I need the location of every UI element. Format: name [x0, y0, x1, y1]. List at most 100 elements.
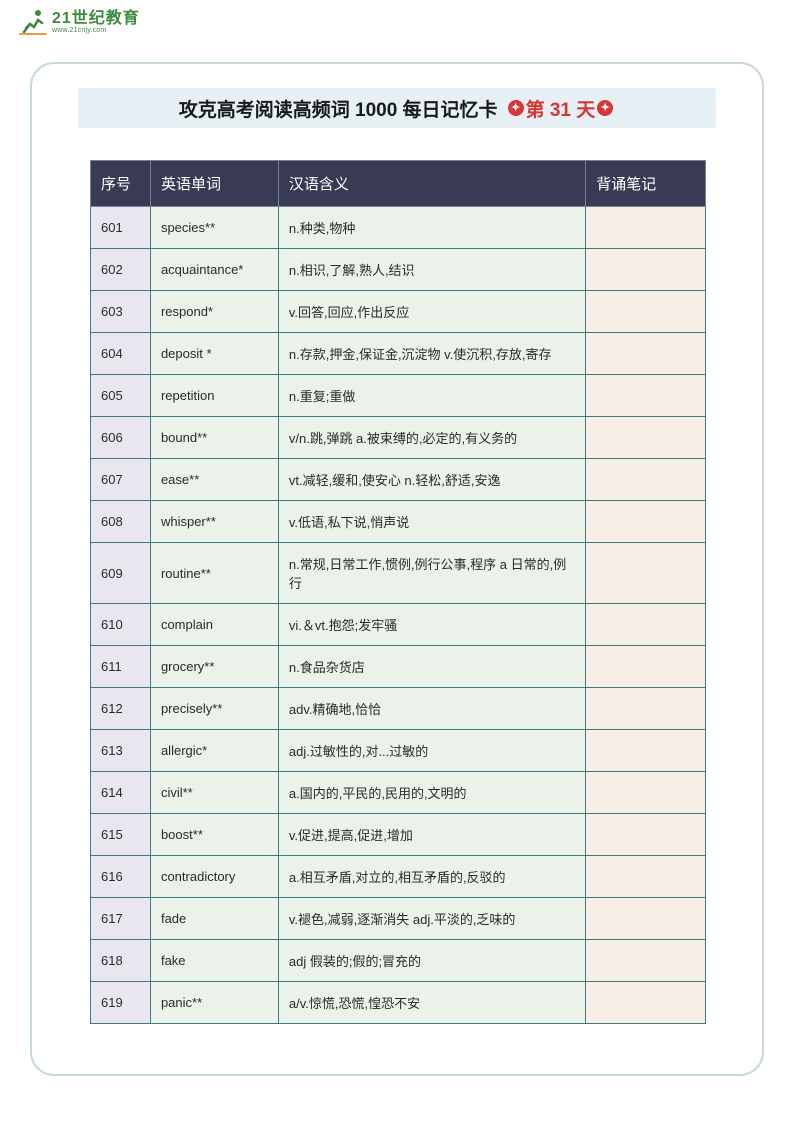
cell-num: 615	[91, 814, 151, 856]
cell-meaning: adj 假装的;假的;冒充的	[278, 940, 585, 982]
header-notes: 背诵笔记	[586, 161, 706, 207]
cell-meaning: v.回答,回应,作出反应	[278, 291, 585, 333]
header-num: 序号	[91, 161, 151, 207]
table-row: 605repetitionn.重复;重做	[91, 375, 706, 417]
logo-en-text: www.21cnjy.com	[52, 27, 140, 34]
cell-meaning: adv.精确地,恰恰	[278, 688, 585, 730]
cell-notes	[586, 856, 706, 898]
table-row: 601species**n.种类,物种	[91, 207, 706, 249]
table-row: 612precisely**adv.精确地,恰恰	[91, 688, 706, 730]
cell-word: civil**	[150, 772, 278, 814]
table-row: 607ease**vt.减轻,缓和,使安心 n.轻松,舒适,安逸	[91, 459, 706, 501]
table-row: 604deposit *n.存款,押金,保证金,沉淀物 v.使沉积,存放,寄存	[91, 333, 706, 375]
table-row: 603respond*v.回答,回应,作出反应	[91, 291, 706, 333]
cell-word: deposit *	[150, 333, 278, 375]
table-row: 609routine**n.常规,日常工作,惯例,例行公事,程序 a 日常的,例…	[91, 543, 706, 604]
title-main: 攻克高考阅读高频词 1000 每日记忆卡	[179, 95, 498, 122]
table-row: 602acquaintance*n.相识,了解,熟人,结识	[91, 249, 706, 291]
cell-num: 610	[91, 604, 151, 646]
table-row: 614civil**a.国内的,平民的,民用的,文明的	[91, 772, 706, 814]
cell-meaning: a.相互矛盾,对立的,相互矛盾的,反驳的	[278, 856, 585, 898]
cell-num: 617	[91, 898, 151, 940]
cell-notes	[586, 543, 706, 604]
header-word: 英语单词	[150, 161, 278, 207]
header-meaning: 汉语含义	[278, 161, 585, 207]
cell-num: 607	[91, 459, 151, 501]
cell-meaning: v.低语,私下说,悄声说	[278, 501, 585, 543]
cell-notes	[586, 730, 706, 772]
cell-word: complain	[150, 604, 278, 646]
cell-num: 601	[91, 207, 151, 249]
table-row: 618fakeadj 假装的;假的;冒充的	[91, 940, 706, 982]
cell-notes	[586, 459, 706, 501]
title-day-text: 第 31 天	[526, 95, 596, 122]
cell-notes	[586, 772, 706, 814]
table-row: 610complainvi.＆vt.抱怨;发牢骚	[91, 604, 706, 646]
cell-word: acquaintance*	[150, 249, 278, 291]
runner-icon	[18, 8, 48, 36]
table-row: 616contradictorya.相互矛盾,对立的,相互矛盾的,反驳的	[91, 856, 706, 898]
table-row: 619panic**a/v.惊慌,恐慌,惶恐不安	[91, 982, 706, 1024]
cell-num: 606	[91, 417, 151, 459]
table-row: 617fadev.褪色,减弱,逐渐消失 adj.平淡的,乏味的	[91, 898, 706, 940]
cell-num: 604	[91, 333, 151, 375]
cell-meaning: n.常规,日常工作,惯例,例行公事,程序 a 日常的,例行	[278, 543, 585, 604]
table-row: 615boost**v.促进,提高,促进,增加	[91, 814, 706, 856]
table-row: 606bound**v/n.跳,弹跳 a.被束缚的,必定的,有义务的	[91, 417, 706, 459]
cell-num: 608	[91, 501, 151, 543]
cell-word: fake	[150, 940, 278, 982]
table-row: 611grocery**n.食品杂货店	[91, 646, 706, 688]
cell-notes	[586, 291, 706, 333]
cell-meaning: v/n.跳,弹跳 a.被束缚的,必定的,有义务的	[278, 417, 585, 459]
table-row: 613allergic*adj.过敏性的,对...过敏的	[91, 730, 706, 772]
cell-notes	[586, 982, 706, 1024]
cell-notes	[586, 333, 706, 375]
cell-word: contradictory	[150, 856, 278, 898]
cell-meaning: n.食品杂货店	[278, 646, 585, 688]
cell-num: 609	[91, 543, 151, 604]
cell-word: whisper**	[150, 501, 278, 543]
cell-word: allergic*	[150, 730, 278, 772]
cell-num: 613	[91, 730, 151, 772]
cell-num: 612	[91, 688, 151, 730]
cell-num: 611	[91, 646, 151, 688]
star-icon	[508, 100, 524, 116]
cell-word: panic**	[150, 982, 278, 1024]
cell-word: ease**	[150, 459, 278, 501]
cell-num: 603	[91, 291, 151, 333]
cell-meaning: a.国内的,平民的,民用的,文明的	[278, 772, 585, 814]
table-header-row: 序号 英语单词 汉语含义 背诵笔记	[91, 161, 706, 207]
vocab-table: 序号 英语单词 汉语含义 背诵笔记 601species**n.种类,物种602…	[90, 160, 706, 1024]
cell-meaning: n.重复;重做	[278, 375, 585, 417]
cell-meaning: v.促进,提高,促进,增加	[278, 814, 585, 856]
cell-meaning: n.相识,了解,熟人,结识	[278, 249, 585, 291]
cell-notes	[586, 646, 706, 688]
cell-notes	[586, 814, 706, 856]
cell-word: fade	[150, 898, 278, 940]
cell-num: 619	[91, 982, 151, 1024]
logo-text-block: 21世纪教育 www.21cnjy.com	[52, 11, 140, 34]
cell-notes	[586, 688, 706, 730]
cell-meaning: adj.过敏性的,对...过敏的	[278, 730, 585, 772]
cell-word: precisely**	[150, 688, 278, 730]
cell-word: bound**	[150, 417, 278, 459]
cell-meaning: vt.减轻,缓和,使安心 n.轻松,舒适,安逸	[278, 459, 585, 501]
cell-meaning: v.褪色,减弱,逐渐消失 adj.平淡的,乏味的	[278, 898, 585, 940]
cell-num: 616	[91, 856, 151, 898]
brand-logo: 21世纪教育 www.21cnjy.com	[18, 8, 140, 36]
cell-word: grocery**	[150, 646, 278, 688]
cell-word: respond*	[150, 291, 278, 333]
cell-num: 614	[91, 772, 151, 814]
cell-meaning: n.种类,物种	[278, 207, 585, 249]
title-bar: 攻克高考阅读高频词 1000 每日记忆卡 第 31 天	[78, 88, 716, 128]
cell-meaning: vi.＆vt.抱怨;发牢骚	[278, 604, 585, 646]
cell-notes	[586, 375, 706, 417]
cell-notes	[586, 604, 706, 646]
cell-word: repetition	[150, 375, 278, 417]
cell-word: boost**	[150, 814, 278, 856]
table-row: 608whisper**v.低语,私下说,悄声说	[91, 501, 706, 543]
cell-word: routine**	[150, 543, 278, 604]
cell-notes	[586, 940, 706, 982]
cell-notes	[586, 417, 706, 459]
logo-cn-text: 21世纪教育	[52, 11, 140, 27]
